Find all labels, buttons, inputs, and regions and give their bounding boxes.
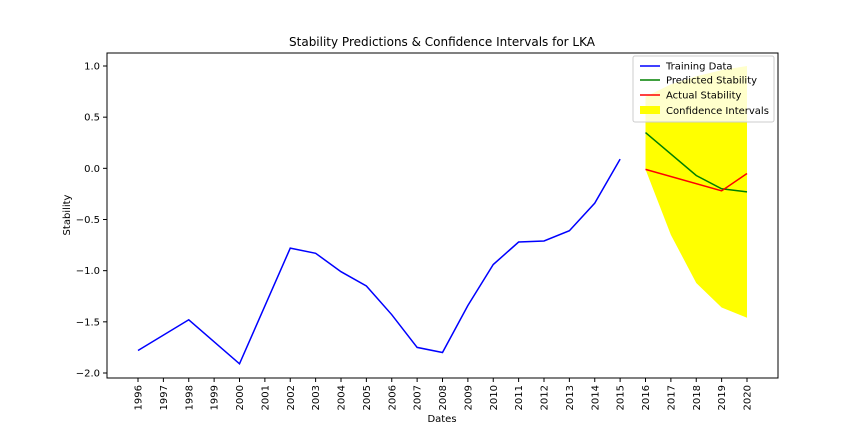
x-tick-label: 2019 — [717, 385, 728, 410]
y-axis: −2.0 −1.5 −1.0 −0.5 0.0 0.5 1.0 — [76, 62, 107, 380]
x-tick-label: 2000 — [235, 385, 246, 410]
plot-area — [137, 66, 748, 366]
x-tick-label: 2015 — [616, 385, 627, 410]
x-tick-label: 2006 — [387, 385, 398, 410]
x-tick-label: 1999 — [210, 385, 221, 410]
chart-title: Stability Predictions & Confidence Inter… — [289, 35, 596, 49]
predicted-stability-line — [645, 131, 748, 193]
x-tick-label: 2007 — [413, 385, 424, 410]
legend-label-training: Training Data — [665, 62, 733, 73]
x-tick-label: 2009 — [463, 385, 474, 410]
x-tick-label: 1997 — [159, 385, 170, 410]
x-tick-label: 2004 — [337, 385, 348, 410]
legend: Training Data Predicted Stability Actual… — [632, 55, 775, 123]
x-tick-label: 2014 — [590, 385, 601, 410]
y-tick-label: −1.5 — [76, 317, 100, 328]
x-tick-label: 2012 — [540, 385, 551, 410]
x-axis: 1996 1997 1998 1999 2000 2001 2002 2003 2004 2005… — [134, 378, 754, 410]
x-tick-label: 2017 — [666, 385, 677, 410]
confidence-interval-band — [645, 66, 747, 318]
x-tick-label: 1998 — [184, 385, 195, 410]
x-tick-label: 2011 — [514, 385, 525, 410]
y-tick-label: −2.0 — [76, 369, 100, 380]
y-tick-label: 0.0 — [84, 164, 100, 175]
x-tick-label: 2018 — [692, 385, 703, 410]
actual-stability-line — [645, 168, 748, 192]
x-tick-label: 2008 — [438, 385, 449, 410]
legend-box — [632, 55, 775, 123]
y-axis-label: Stability — [62, 194, 73, 235]
x-tick-label: 2002 — [286, 385, 297, 410]
x-tick-label: 2003 — [311, 385, 322, 410]
x-tick-label: 2020 — [743, 385, 754, 410]
x-tick-label: 2001 — [260, 385, 271, 410]
x-axis-label: Dates — [427, 414, 456, 425]
y-tick-label: 0.5 — [84, 113, 100, 124]
y-tick-label: −0.5 — [76, 215, 100, 226]
legend-swatch-confidence — [640, 106, 660, 114]
y-tick-label: 1.0 — [84, 62, 100, 73]
x-tick-label: 2016 — [641, 385, 652, 410]
x-tick-label: 2005 — [362, 385, 373, 410]
legend-label-confidence: Confidence Intervals — [666, 106, 769, 117]
y-tick-label: −1.0 — [76, 266, 100, 277]
training-data-line — [137, 158, 621, 366]
x-tick-label: 2010 — [489, 385, 500, 410]
x-tick-label: 2013 — [565, 385, 576, 410]
legend-label-actual: Actual Stability — [666, 91, 742, 102]
x-tick-label: 1996 — [134, 385, 145, 410]
legend-label-predicted: Predicted Stability — [666, 76, 757, 87]
